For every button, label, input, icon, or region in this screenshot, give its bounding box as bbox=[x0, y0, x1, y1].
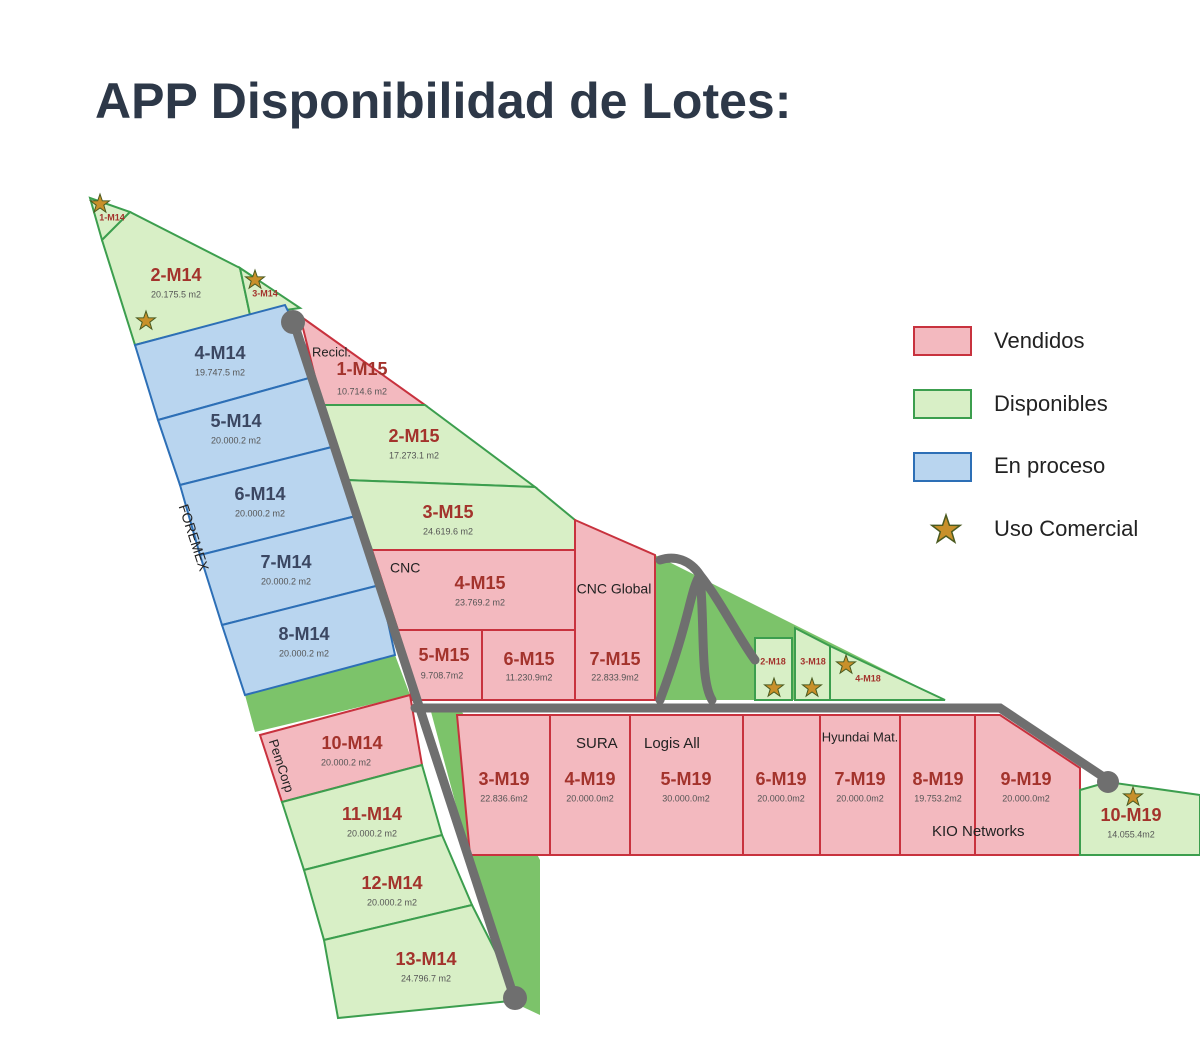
tenant: Logis All bbox=[644, 735, 700, 752]
lot-area: 22.833.9m2 bbox=[591, 672, 639, 682]
legend-swatch bbox=[913, 326, 972, 356]
legend-label: Uso Comercial bbox=[994, 516, 1138, 541]
lot-name: 11-M14 bbox=[342, 804, 402, 824]
tenant: Recicl. bbox=[312, 344, 351, 359]
lot-area: 19.747.5 m2 bbox=[195, 367, 245, 377]
lot bbox=[220, 583, 397, 697]
lot-name: 4-M19 bbox=[564, 769, 615, 789]
lot-name: 5-M15 bbox=[418, 645, 469, 665]
legend-swatch bbox=[913, 452, 972, 482]
lot-area: 20.000.2 m2 bbox=[235, 508, 285, 518]
legend-swatch bbox=[913, 389, 972, 419]
lot-area: 14.055.4m2 bbox=[1107, 829, 1155, 839]
lot-area: 9.708.7m2 bbox=[421, 670, 464, 680]
tenant: KIO Networks bbox=[932, 823, 1025, 840]
lot-name: 13-M14 bbox=[395, 949, 456, 969]
lot-area: 19.753.2m2 bbox=[914, 793, 962, 803]
lot-name: 7-M19 bbox=[834, 769, 885, 789]
lot-name: 3-M14 bbox=[252, 288, 278, 298]
lot-area: 20.000.2 m2 bbox=[279, 648, 329, 658]
lot-name: 4-M14 bbox=[194, 343, 245, 363]
lot-name: 6-M14 bbox=[234, 484, 285, 504]
lot-area: 22.836.6m2 bbox=[480, 793, 528, 803]
road bbox=[655, 553, 760, 705]
lot-name: 3-M19 bbox=[478, 769, 529, 789]
page-title: APP Disponibilidad de Lotes: bbox=[95, 73, 791, 129]
road-end bbox=[281, 310, 305, 334]
lot-area: 20.000.2 m2 bbox=[261, 576, 311, 586]
park bbox=[655, 555, 945, 700]
lot-area: 30.000.0m2 bbox=[662, 793, 710, 803]
lot-name: 7-M14 bbox=[260, 552, 311, 572]
tenant: SURA bbox=[576, 735, 618, 752]
tenant: Hyundai Mat. bbox=[822, 729, 899, 744]
lot bbox=[574, 518, 656, 701]
road-end bbox=[1097, 771, 1119, 793]
lot-name: 2-M15 bbox=[388, 426, 439, 446]
legend-label: Vendidos bbox=[994, 328, 1085, 353]
lot-area: 20.175.5 m2 bbox=[151, 289, 201, 299]
lot-name: 8-M14 bbox=[278, 624, 329, 644]
lot-name: 9-M19 bbox=[1000, 769, 1051, 789]
lot-name: 6-M19 bbox=[755, 769, 806, 789]
road bbox=[288, 315, 520, 1005]
lot-name: 2-M18 bbox=[760, 656, 786, 666]
road-end bbox=[503, 986, 527, 1010]
lot-name: 10-M14 bbox=[321, 733, 382, 753]
lot-area: 20.000.0m2 bbox=[836, 793, 884, 803]
legend-star bbox=[931, 514, 961, 543]
lot bbox=[320, 404, 539, 489]
lot-name: 1-M15 bbox=[336, 359, 387, 379]
lot-name: 5-M14 bbox=[210, 411, 261, 431]
park bbox=[430, 708, 540, 1015]
lot-name: 7-M15 bbox=[589, 649, 640, 669]
tenant: CNC bbox=[390, 560, 420, 576]
lot-name: 1-M14 bbox=[99, 212, 125, 222]
lot-area: 20.000.2 m2 bbox=[211, 435, 261, 445]
lot-name: 8-M19 bbox=[912, 769, 963, 789]
lot-area: 24.619.6 m2 bbox=[423, 526, 473, 536]
lot-area: 20.000.2 m2 bbox=[321, 757, 371, 767]
lot bbox=[829, 644, 946, 701]
park bbox=[245, 655, 410, 732]
lot-name: 5-M19 bbox=[660, 769, 711, 789]
lot-area: 20.000.0m2 bbox=[1002, 793, 1050, 803]
lot-name: 4-M18 bbox=[855, 673, 881, 683]
lot-area: 20.000.0m2 bbox=[757, 793, 805, 803]
lot-name: 3-M18 bbox=[800, 656, 826, 666]
legend-label: En proceso bbox=[994, 453, 1105, 478]
lot-area: 11.230.9m2 bbox=[506, 672, 553, 682]
lot-name: 4-M15 bbox=[454, 573, 505, 593]
legend-label: Disponibles bbox=[994, 391, 1108, 416]
lot-name: 12-M14 bbox=[361, 873, 422, 893]
lot-area: 23.769.2 m2 bbox=[455, 597, 505, 607]
lot-area: 20.000.0m2 bbox=[566, 793, 614, 803]
lot-name: 6-M15 bbox=[503, 649, 554, 669]
road bbox=[410, 703, 1113, 785]
lot-area: 10.714.6 m2 bbox=[337, 386, 387, 396]
lot-name: 10-M19 bbox=[1100, 805, 1161, 825]
lot-area: 20.000.2 m2 bbox=[367, 897, 417, 907]
lot-name: 2-M14 bbox=[150, 265, 201, 285]
lot-area: 17.273.1 m2 bbox=[389, 450, 439, 460]
lot-area: 24.796.7 m2 bbox=[401, 973, 451, 983]
tenant: CNC Global bbox=[577, 581, 652, 597]
lot-name: 3-M15 bbox=[422, 502, 473, 522]
lot-area: 20.000.2 m2 bbox=[347, 828, 397, 838]
